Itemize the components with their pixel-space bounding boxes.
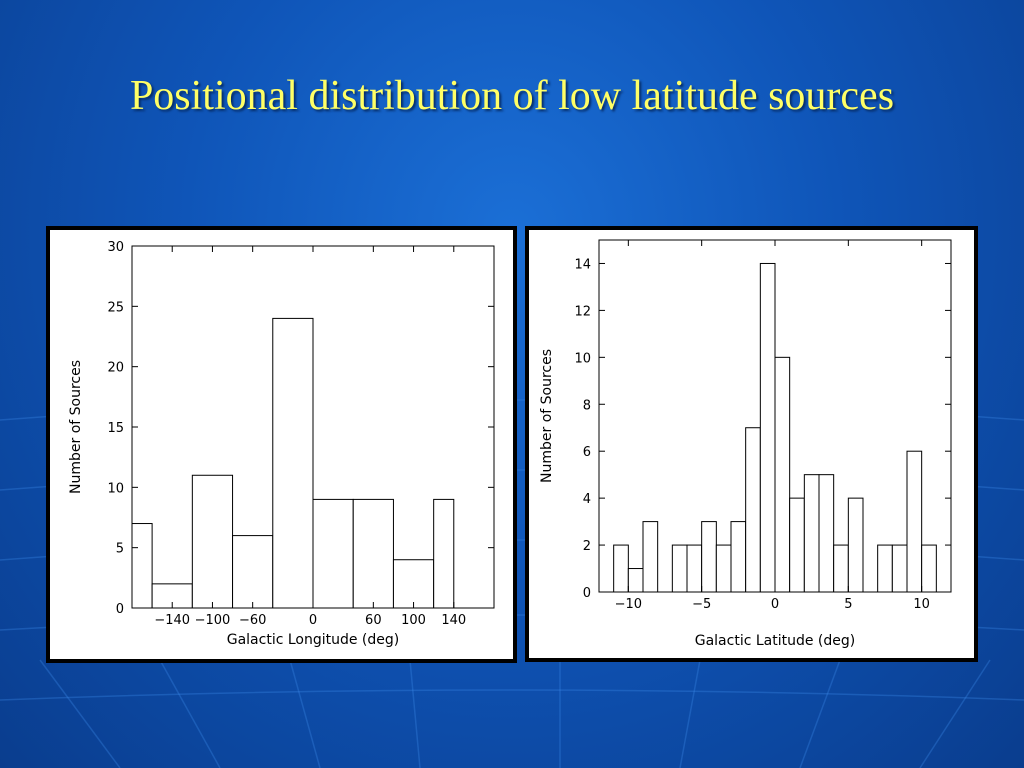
x-tick-label: 10: [913, 597, 930, 612]
histogram-bar: [745, 427, 761, 593]
x-axis-label: Galactic Latitude (deg): [695, 633, 856, 649]
x-tick-label: −100: [195, 613, 231, 628]
y-tick-label: 14: [574, 257, 591, 272]
histogram-bar: [312, 498, 354, 609]
x-tick-label: 5: [844, 597, 852, 612]
y-tick-label: 12: [574, 304, 591, 319]
histogram-bar: [906, 450, 923, 593]
histogram-bar: [833, 544, 849, 593]
histogram-bar: [818, 474, 835, 593]
x-tick-label: −10: [615, 597, 642, 612]
x-axis-label: Galactic Longitude (deg): [227, 632, 400, 648]
x-tick-label: −5: [692, 597, 711, 612]
histogram-bar: [701, 521, 717, 593]
histogram-bar: [627, 568, 644, 593]
longitude-histogram: 0 5 10 15 20 25 30 −140 −100 −60 0 60 100 140 Galact…: [68, 240, 495, 648]
histogram-bar: [891, 544, 908, 593]
histogram-bar: [921, 544, 937, 593]
histogram-bar: [686, 544, 703, 593]
histogram-bar: [433, 498, 455, 609]
histogram-bar: [232, 535, 274, 609]
y-tick-label: 8: [583, 398, 591, 413]
slide-title: Positional distribution of low latitude …: [129, 73, 895, 119]
histogram-bar: [642, 521, 659, 593]
histogram-bar: [671, 544, 688, 593]
y-tick-label: 0: [116, 602, 124, 617]
histogram-bar: [877, 544, 893, 593]
histogram-bar: [131, 523, 153, 609]
x-tick-label: 0: [309, 613, 317, 628]
y-tick-label: 15: [107, 421, 124, 436]
longitude-histogram-panel: 0 5 10 15 20 25 30 −140 −100 −60 0 60 100 140 Galact…: [46, 226, 517, 663]
y-tick-label: 4: [583, 492, 591, 507]
histogram-bar: [847, 497, 864, 593]
latitude-histogram-panel: 0 2 4 6 8 10 12 14 −10 −5 0 5 10 Galactic Latitude …: [525, 226, 978, 662]
x-tick-label: 60: [365, 613, 382, 628]
latitude-histogram: 0 2 4 6 8 10 12 14 −10 −5 0 5 10 Galactic Latitude …: [539, 239, 952, 649]
y-axis-label: Number of Sources: [539, 349, 555, 483]
y-tick-label: 30: [107, 240, 124, 255]
y-tick-label: 10: [107, 481, 124, 496]
histogram-bar: [730, 521, 747, 593]
x-tick-label: −140: [154, 613, 190, 628]
x-tick-label: 0: [771, 597, 779, 612]
y-tick-label: 6: [583, 445, 591, 460]
histogram-bar: [789, 497, 805, 593]
histogram-bar: [613, 544, 629, 593]
x-tick-label: 140: [441, 613, 466, 628]
x-tick-label: 100: [401, 613, 426, 628]
y-tick-label: 5: [116, 542, 124, 557]
y-tick-label: 0: [583, 586, 591, 601]
y-tick-label: 2: [583, 539, 591, 554]
histogram-bar: [759, 262, 776, 593]
histogram-bar: [352, 498, 394, 609]
histogram-bar: [715, 544, 732, 593]
histogram-bar: [191, 474, 234, 609]
y-axis-label: Number of Sources: [68, 360, 84, 494]
histogram-bar: [803, 474, 820, 593]
y-tick-label: 25: [107, 300, 124, 315]
y-tick-label: 10: [574, 351, 591, 366]
histogram-bar: [272, 317, 314, 609]
histogram-bar: [392, 559, 435, 609]
histogram-bar: [774, 356, 791, 593]
y-tick-label: 20: [107, 361, 124, 376]
x-tick-label: −60: [239, 613, 266, 628]
